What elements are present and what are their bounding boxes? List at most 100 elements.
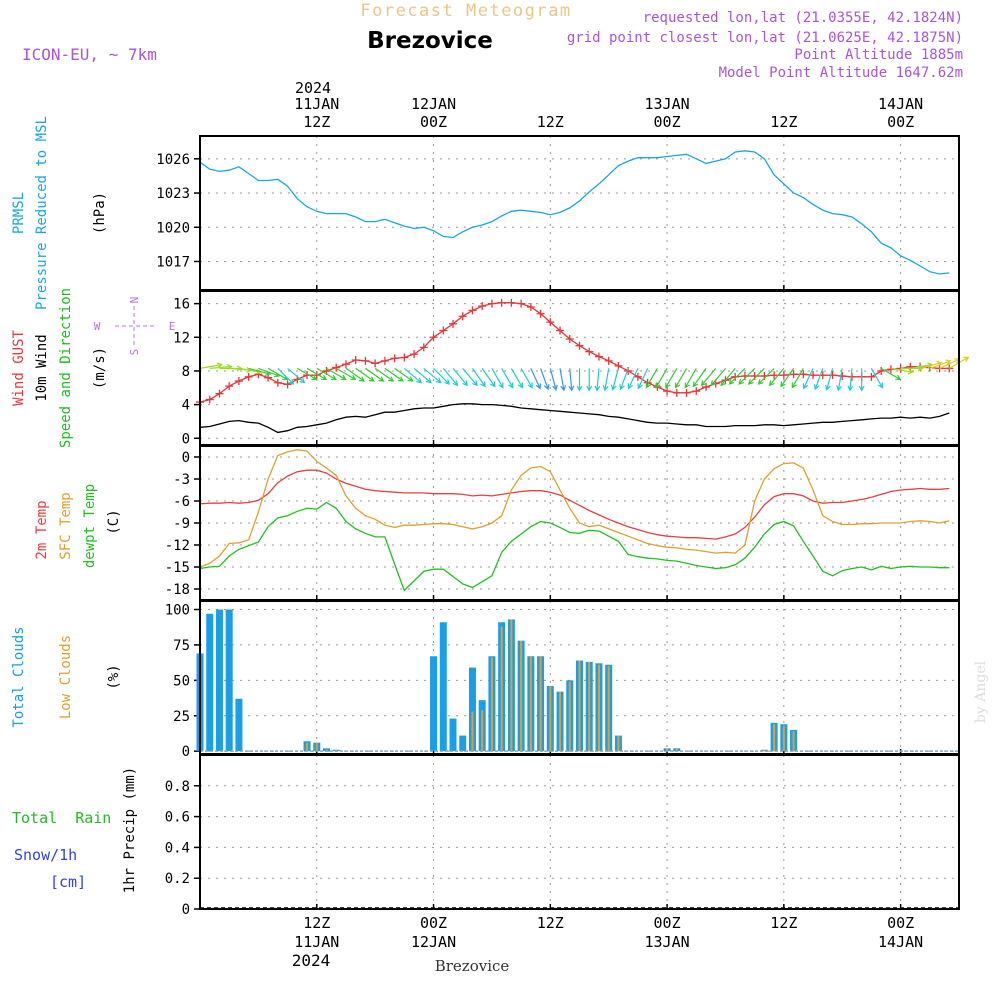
wind-direction-arrow (684, 368, 697, 389)
wind-speed-direction-label: Speed and Direction (58, 288, 74, 448)
y-tick-label: 12 (173, 330, 190, 346)
wind-direction-arrow (335, 367, 357, 381)
wind-direction-arrow (700, 368, 717, 387)
wind-direction-arrow (692, 368, 707, 388)
total-cloud-bar (215, 609, 223, 752)
low-cloud-bar (306, 742, 309, 752)
total-rain-label: Total Rain (12, 809, 111, 827)
wind-direction-arrow (710, 368, 726, 387)
bottom-location-label: Brezovice (435, 957, 510, 975)
low-clouds-label: Low Clouds (58, 635, 74, 719)
top-date-label: 12JAN (411, 95, 456, 113)
wind-direction-arrow (403, 367, 423, 384)
y-tick-label: 50 (173, 673, 190, 689)
wind-direction-arrow (472, 368, 486, 388)
top-year-label: 2024 (295, 79, 331, 97)
compass-s: S (128, 349, 141, 356)
gust-marker (877, 366, 886, 375)
y-tick-label: 4 (182, 398, 190, 414)
y-tick-label: -15 (165, 560, 190, 576)
y-tick-label: 0.8 (165, 779, 190, 795)
wind-direction-arrow (747, 367, 765, 385)
gust-marker (731, 372, 740, 381)
total-cloud-bar (439, 622, 447, 752)
top-hour-label: 12Z (303, 113, 330, 131)
gust-marker (682, 388, 691, 397)
snow-label: Snow/1h (14, 846, 77, 864)
wind-direction-arrow (674, 368, 688, 389)
credit-watermark: by Angel (973, 660, 989, 723)
wind-direction-arrow (287, 367, 306, 384)
wind-direction-arrow (890, 367, 914, 375)
gust-marker (604, 356, 613, 365)
pressure-unit-label: (hPa) (92, 192, 108, 234)
wind-direction-arrow (738, 367, 756, 385)
wind-direction-arrow (501, 368, 514, 389)
top-hour-label: 00Z (420, 113, 447, 131)
gust-marker (594, 352, 603, 361)
low-cloud-bar (471, 711, 474, 752)
gust-marker (283, 380, 292, 389)
y-tick-label: 1017 (156, 254, 190, 270)
gust-marker (351, 356, 360, 365)
wind-direction-arrow (594, 368, 601, 392)
gust-marker (507, 298, 516, 307)
temp-2m-label: 2m Temp (34, 500, 50, 559)
panel-frame (199, 754, 960, 910)
wind-direction-arrow (442, 368, 459, 387)
wind-unit-label: (m/s) (92, 347, 108, 389)
prmsl-label: PRMSL (11, 192, 27, 234)
gust-marker (828, 371, 837, 380)
point-altitude: Point Altitude 1885m (794, 47, 963, 63)
gust-marker (585, 347, 594, 356)
y-tick-label: 0 (182, 902, 190, 918)
wind-direction-arrow (768, 368, 785, 387)
panel-frame (199, 290, 960, 446)
y-tick-label: 8 (182, 364, 190, 380)
pressure-msl-label: Pressure Reduced to MSL (34, 116, 50, 310)
gust-marker (487, 299, 496, 308)
wind-10m-label: 10m Wind (34, 334, 50, 401)
y-tick-label: 1026 (156, 152, 190, 168)
wind-direction-arrow (836, 368, 843, 392)
gust-marker (234, 377, 243, 386)
wind-direction-arrow (277, 367, 295, 385)
gust-marker (546, 318, 555, 327)
wind-direction-arrow (813, 368, 824, 391)
precip-unit-label: 1hr Precip (mm) (122, 767, 138, 893)
gust-marker (419, 343, 428, 352)
y-tick-label: 0 (182, 450, 190, 466)
y-tick-label: 0.2 (165, 871, 190, 887)
gust-marker (702, 382, 710, 391)
wind-direction-arrow (297, 367, 318, 381)
wind-direction-arrow (365, 367, 385, 382)
temp-unit-label: (C) (106, 509, 122, 534)
gust-marker (429, 333, 438, 342)
wind-direction-arrow (345, 367, 366, 382)
wind-direction-arrow (510, 368, 524, 389)
top-hour-label: 12Z (770, 113, 797, 131)
wind-direction-arrow (665, 368, 678, 389)
low-cloud-bar (597, 664, 600, 752)
y-tick-label: 1023 (156, 186, 190, 202)
gust-marker (779, 371, 788, 380)
wind-direction-arrow (791, 368, 804, 389)
low-cloud-bar (607, 666, 610, 752)
bottom-hour-label: 12Z (537, 914, 564, 932)
low-cloud-bar (588, 661, 591, 752)
wind-direction-arrow (452, 368, 468, 387)
low-cloud-bar (315, 742, 318, 752)
wind-direction-arrow (481, 368, 496, 388)
requested-coordinates: requested lon,lat (21.0355E, 42.1824N) (643, 10, 963, 26)
gust-marker (799, 370, 808, 379)
wind-direction-arrow (491, 368, 504, 389)
gust-marker (663, 387, 672, 396)
gust-marker (945, 364, 954, 373)
wind-direction-arrow (559, 368, 567, 392)
bottom-year-label: 2024 (292, 951, 331, 970)
gust-marker (244, 372, 253, 381)
wind-direction-arrow (530, 368, 542, 390)
total-cloud-bar (235, 698, 243, 752)
gust-marker (439, 326, 448, 335)
gust-marker (624, 366, 633, 375)
